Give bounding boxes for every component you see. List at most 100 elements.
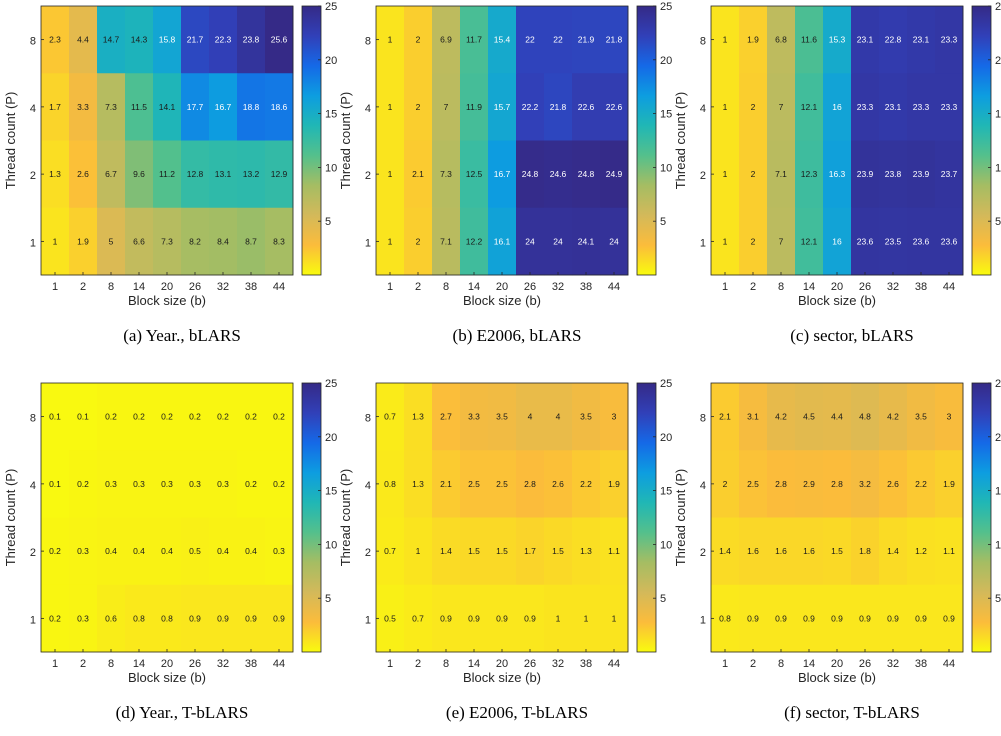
cell-value-label: 23.3 xyxy=(913,102,930,112)
cell-value-label: 23.1 xyxy=(885,102,902,112)
heatmap-cell xyxy=(97,517,126,586)
heatmap-panel-d: 0.1 0.1 0.2 0.2 0.2 0.2 0.2 0.2 0.2 0.1 0.2 0.3 0.3 0… xyxy=(3,378,337,722)
x-tick-label: 32 xyxy=(217,281,229,293)
cell-value-label: 1.3 xyxy=(49,169,61,179)
cell-value-label: 23.3 xyxy=(941,35,958,45)
heatmap-cell xyxy=(851,517,880,586)
cell-value-label: 0.1 xyxy=(77,412,89,422)
cell-value-label: 12.1 xyxy=(801,102,818,112)
cell-value-label: 0.9 xyxy=(775,613,787,623)
x-tick-label: 44 xyxy=(273,658,285,670)
cell-value-label: 23.8 xyxy=(885,169,902,179)
heatmap-cell xyxy=(767,140,796,209)
y-tick-label: 2 xyxy=(700,547,706,559)
colorbar-tick-label: 5 xyxy=(325,216,331,228)
x-tick-label: 8 xyxy=(778,658,784,670)
x-tick-label: 32 xyxy=(887,658,899,670)
y-axis-label: Thread count (P) xyxy=(338,92,353,190)
cell-value-label: 3.2 xyxy=(859,479,871,489)
heatmap-cell xyxy=(544,517,573,586)
x-tick-label: 32 xyxy=(552,281,564,293)
cell-value-label: 0.2 xyxy=(49,613,61,623)
colorbar-tick-label: 20 xyxy=(325,55,337,67)
cell-value-label: 6.7 xyxy=(105,169,117,179)
heatmap-cell xyxy=(432,207,461,276)
heatmap-cell xyxy=(795,207,824,276)
y-tick-label: 4 xyxy=(30,103,36,115)
x-tick-label: 8 xyxy=(778,281,784,293)
cell-value-label: 12.2 xyxy=(466,236,483,246)
heatmap-cell xyxy=(181,207,210,276)
y-tick-label: 1 xyxy=(365,237,371,249)
heatmap-cell xyxy=(69,140,98,209)
cell-value-label: 15.7 xyxy=(494,102,511,112)
cell-value-label: 0.2 xyxy=(105,412,117,422)
cell-value-label: 11.9 xyxy=(466,102,482,112)
y-tick-label: 4 xyxy=(365,103,371,115)
heatmap-cell xyxy=(209,6,238,74)
cell-value-label: 2.5 xyxy=(468,479,480,489)
colorbar-tick-label: 25 xyxy=(660,1,672,13)
cell-value-label: 7.1 xyxy=(775,169,787,179)
cell-value-label: 13.2 xyxy=(243,169,260,179)
cell-value-label: 22.6 xyxy=(578,102,595,112)
cell-value-label: 0.4 xyxy=(245,546,257,556)
heatmap-cell xyxy=(153,73,182,141)
cell-value-label: 2.1 xyxy=(412,169,424,179)
cell-value-label: 3 xyxy=(947,412,952,422)
heatmap-cell xyxy=(572,207,601,276)
panel-caption: (c) sector, bLARS xyxy=(790,326,913,345)
colorbar-tick-label: 15 xyxy=(995,486,1001,498)
cell-value-label: 1.7 xyxy=(49,102,61,112)
x-tick-label: 14 xyxy=(133,658,145,670)
cell-value-label: 12.5 xyxy=(466,169,483,179)
x-tick-label: 14 xyxy=(803,281,815,293)
cell-value-label: 12.1 xyxy=(801,236,818,246)
cell-value-label: 22.2 xyxy=(522,102,539,112)
x-tick-label: 44 xyxy=(943,658,955,670)
cell-value-label: 0.7 xyxy=(384,546,396,556)
heatmap-cell xyxy=(935,140,964,209)
heatmap-cell xyxy=(125,517,154,586)
panel-caption: (e) E2006, T-bLARS xyxy=(446,703,588,722)
heatmap-cell xyxy=(460,73,489,141)
cell-value-label: 16 xyxy=(832,236,842,246)
heatmap-cell xyxy=(851,140,880,209)
heatmap-cell xyxy=(237,584,266,653)
colorbar-tick-label: 10 xyxy=(995,162,1001,174)
heatmap-cell xyxy=(432,73,461,141)
y-axis-label: Thread count (P) xyxy=(3,469,18,567)
heatmap-cell xyxy=(711,517,740,586)
heatmap-cell xyxy=(823,450,852,518)
cell-value-label: 16.7 xyxy=(494,169,511,179)
cell-value-label: 23.6 xyxy=(941,236,958,246)
cell-value-label: 0.2 xyxy=(217,412,229,422)
heatmap-cell xyxy=(460,383,489,451)
y-tick-label: 1 xyxy=(30,237,36,249)
heatmap-cell xyxy=(69,207,98,276)
heatmap-cell xyxy=(600,383,629,451)
heatmap-cell xyxy=(711,140,740,209)
heatmap-cell xyxy=(516,140,545,209)
heatmap-panel-e: 0.7 1.3 2.7 3.3 3.5 4 4 3.5 30.8 1.3 2.1 2.5 2.5 2.8 2… xyxy=(338,378,672,722)
cell-value-label: 0.1 xyxy=(49,412,61,422)
cell-value-label: 2.3 xyxy=(49,35,61,45)
heatmap-cell xyxy=(265,450,294,518)
cell-value-label: 1.3 xyxy=(580,546,592,556)
heatmap-cell xyxy=(237,6,266,74)
cell-value-label: 0.2 xyxy=(273,412,285,422)
heatmap-cell xyxy=(739,383,768,451)
heatmap-cell xyxy=(711,6,740,74)
heatmap-cell xyxy=(851,450,880,518)
heatmap-cell xyxy=(237,517,266,586)
cell-value-label: 1.7 xyxy=(524,546,536,556)
cell-value-label: 0.4 xyxy=(217,546,229,556)
x-tick-label: 32 xyxy=(217,658,229,670)
heatmap-cell xyxy=(879,73,908,141)
heatmap-cell xyxy=(823,517,852,586)
x-tick-label: 20 xyxy=(831,281,843,293)
heatmap-cell xyxy=(795,383,824,451)
cell-value-label: 3.5 xyxy=(580,412,592,422)
heatmap-cell xyxy=(851,584,880,653)
colorbar-tick-label: 15 xyxy=(995,109,1001,121)
